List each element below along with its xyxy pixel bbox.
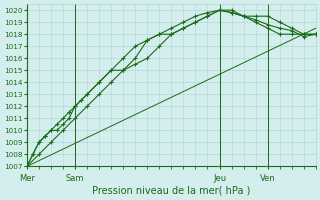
X-axis label: Pression niveau de la mer( hPa ): Pression niveau de la mer( hPa ) [92,186,251,196]
